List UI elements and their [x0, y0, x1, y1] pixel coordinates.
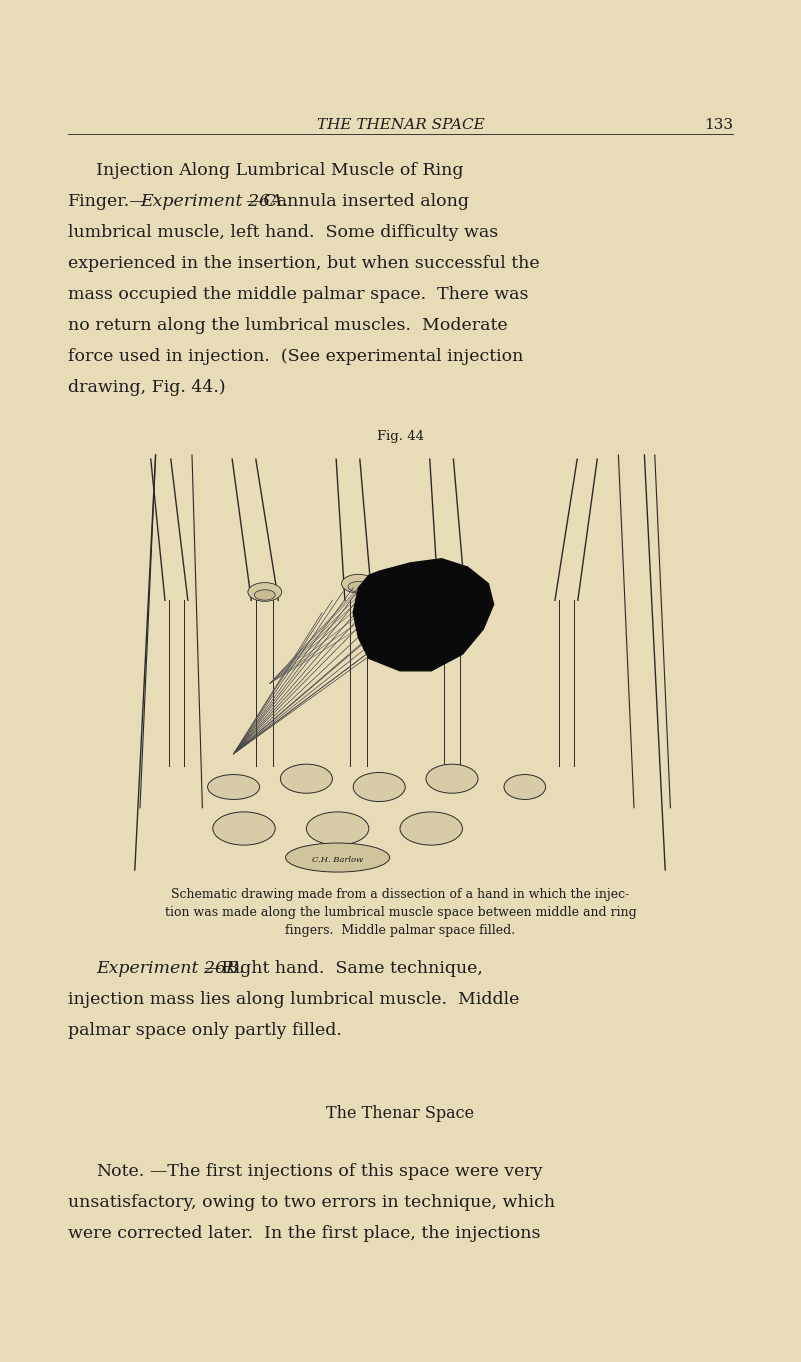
Ellipse shape — [426, 764, 478, 793]
Ellipse shape — [441, 582, 462, 592]
Ellipse shape — [341, 575, 376, 592]
Text: The Thenar Space: The Thenar Space — [327, 1105, 474, 1122]
Ellipse shape — [213, 812, 276, 844]
Ellipse shape — [255, 590, 276, 601]
Text: Finger.—: Finger.— — [68, 193, 147, 210]
Ellipse shape — [435, 575, 469, 592]
Text: Experiment 26B.: Experiment 26B. — [96, 960, 244, 977]
Text: force used in injection.  (See experimental injection: force used in injection. (See experiment… — [68, 349, 524, 365]
Text: palmar space only partly filled.: palmar space only partly filled. — [68, 1022, 342, 1039]
Ellipse shape — [353, 772, 405, 801]
Text: Note.: Note. — [96, 1163, 144, 1179]
Text: —Right hand.  Same technique,: —Right hand. Same technique, — [204, 960, 483, 977]
Text: C.H. Barlow: C.H. Barlow — [312, 855, 363, 864]
Text: injection mass lies along lumbrical muscle.  Middle: injection mass lies along lumbrical musc… — [68, 992, 520, 1008]
Text: Schematic drawing made from a dissection of a hand in which the injec-: Schematic drawing made from a dissection… — [171, 888, 630, 902]
Ellipse shape — [207, 775, 260, 799]
Text: —The first injections of this space were very: —The first injections of this space were… — [150, 1163, 543, 1179]
Text: Experiment 26A.: Experiment 26A. — [140, 193, 288, 210]
Text: experienced in the insertion, but when successful the: experienced in the insertion, but when s… — [68, 255, 540, 272]
Text: mass occupied the middle palmar space.  There was: mass occupied the middle palmar space. T… — [68, 286, 529, 302]
Text: —Cannula inserted along: —Cannula inserted along — [246, 193, 469, 210]
Text: 133: 133 — [704, 118, 733, 132]
Polygon shape — [353, 558, 493, 671]
Text: THE THENAR SPACE: THE THENAR SPACE — [316, 118, 485, 132]
Ellipse shape — [307, 812, 368, 844]
Ellipse shape — [280, 764, 332, 793]
Ellipse shape — [248, 583, 282, 601]
Ellipse shape — [504, 775, 545, 799]
Text: drawing, Fig. 44.): drawing, Fig. 44.) — [68, 379, 226, 396]
Text: were corrected later.  In the first place, the injections: were corrected later. In the first place… — [68, 1224, 541, 1242]
Text: Injection Along Lumbrical Muscle of Ring: Injection Along Lumbrical Muscle of Ring — [96, 162, 464, 178]
Text: unsatisfactory, owing to two errors in technique, which: unsatisfactory, owing to two errors in t… — [68, 1194, 555, 1211]
Ellipse shape — [286, 843, 389, 872]
Ellipse shape — [400, 812, 462, 844]
Text: fingers.  Middle palmar space filled.: fingers. Middle palmar space filled. — [285, 923, 516, 937]
Text: no return along the lumbrical muscles.  Moderate: no return along the lumbrical muscles. M… — [68, 317, 508, 334]
Text: lumbrical muscle, left hand.  Some difficulty was: lumbrical muscle, left hand. Some diffic… — [68, 223, 498, 241]
Text: Fig. 44: Fig. 44 — [377, 430, 424, 443]
Ellipse shape — [348, 582, 368, 592]
Text: tion was made along the lumbrical muscle space between middle and ring: tion was made along the lumbrical muscle… — [165, 906, 636, 919]
